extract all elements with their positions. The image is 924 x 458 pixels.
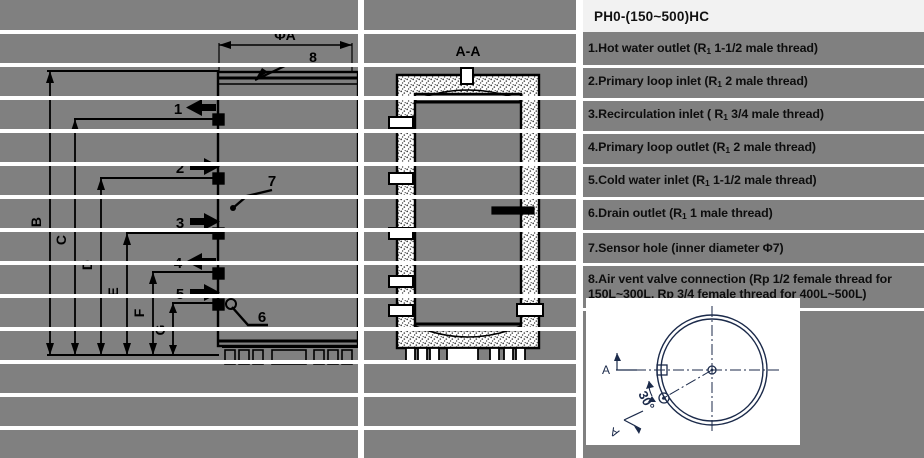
detail-section-label-a-top: A [602,363,610,377]
legend-item-text: 5.Cold water inlet (R1 1-1/2 male thread… [588,173,817,188]
legend-item-text: 7.Sensor hole (inner diameter Φ7) [588,240,784,255]
legend-item-text: 8.Air vent valve connection (Rp 1/2 fema… [588,272,892,301]
section-svg: A-A [388,43,544,362]
dimension-label-e: E [105,287,121,296]
dimension-label-b: B [28,217,44,227]
detail-top-view-svg: A A 30° [602,306,782,441]
port-callout-5: 5 [176,286,184,303]
legend-item-text: 4.Primary loop outlet (R1 2 male thread) [588,140,816,155]
legend-item-4: 4.Primary loop outlet (R1 2 male thread) [583,134,924,164]
legend-item-text: 3.Recirculation inlet ( R1 3/4 male thre… [588,107,824,122]
legend-row-separator [583,263,924,266]
legend-item-6: 6.Drain outlet (R1 1 male thread) [583,200,924,230]
legend-item-1: 1.Hot water outlet (R1 1-1/2 male thread… [583,35,924,65]
detail-top-view-panel: A A 30° [586,298,800,445]
leader-callout-8: 8 [309,49,317,65]
port-callout-2: 2 [176,160,184,177]
legend-title: PH0-(150~500)HC [594,8,710,24]
dimension-label-g: G [152,324,168,335]
port-callout-3: 3 [176,215,184,232]
legend-item-text: 6.Drain outlet (R1 1 male thread) [588,206,773,221]
legend-row-separator [583,197,924,200]
legend-item-text: 1.Hot water outlet (R1 1-1/2 male thread… [588,41,818,56]
legend-item-3: 3.Recirculation inlet ( R1 3/4 male thre… [583,101,924,131]
legend-item-2: 2.Primary loop inlet (R1 2 male thread) [583,68,924,98]
legend-row-separator [583,230,924,233]
section-drawing-panel: A-A [364,0,576,458]
dimension-label-d: D [79,260,95,270]
section-label-aa: A-A [456,43,481,59]
legend-title-bar: PH0-(150~500)HC [583,0,924,32]
panel-divider-1 [358,0,364,458]
legend-row-separator [583,164,924,167]
detail-section-label-a-bottom: A [608,424,622,440]
leader-callout-7: 7 [268,173,276,190]
legend-item-7: 7.Sensor hole (inner diameter Φ7) [583,233,924,263]
port-callout-1: 1 [174,101,182,118]
dimension-label-c: C [53,235,69,245]
detail-angle-label: 30° [635,388,657,412]
port-callout-4: 4 [174,255,183,272]
legend-item-5: 5.Cold water inlet (R1 1-1/2 male thread… [583,167,924,197]
legend-row-separator [583,131,924,134]
legend-row-separator [583,98,924,101]
legend-row-separator [583,65,924,68]
dimension-label-phi-a: ΦA [274,27,296,43]
elevation-svg: ΦA B C D E F G 1 2 3 4 5 7 6 8 [28,27,358,365]
legend-item-text: 2.Primary loop inlet (R1 2 male thread) [588,74,808,89]
panel-divider-2 [576,0,583,458]
dimension-label-f: F [131,308,147,317]
leader-callout-6: 6 [258,309,266,326]
elevation-drawing-panel: ΦA B C D E F G 1 2 3 4 5 7 6 8 [0,0,358,458]
